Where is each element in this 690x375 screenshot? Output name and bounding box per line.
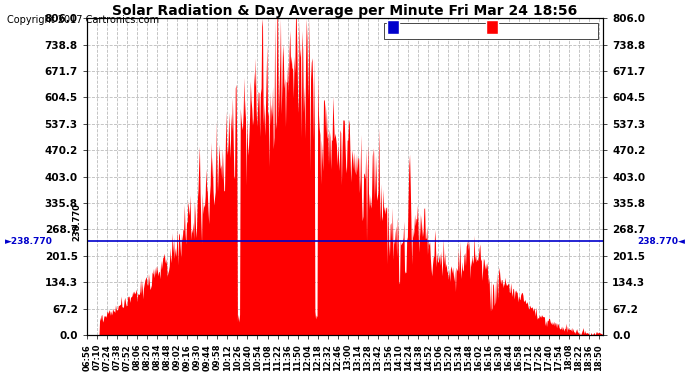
Text: ►238.770: ►238.770 (6, 237, 53, 246)
Text: 238.770◄: 238.770◄ (637, 237, 684, 246)
Text: 238.770: 238.770 (72, 203, 81, 241)
Text: Copyright 2017 Cartronics.com: Copyright 2017 Cartronics.com (7, 15, 159, 25)
Legend: Median (w/m2), Radiation (w/m2): Median (w/m2), Radiation (w/m2) (384, 23, 598, 39)
Title: Solar Radiation & Day Average per Minute Fri Mar 24 18:56: Solar Radiation & Day Average per Minute… (112, 4, 578, 18)
